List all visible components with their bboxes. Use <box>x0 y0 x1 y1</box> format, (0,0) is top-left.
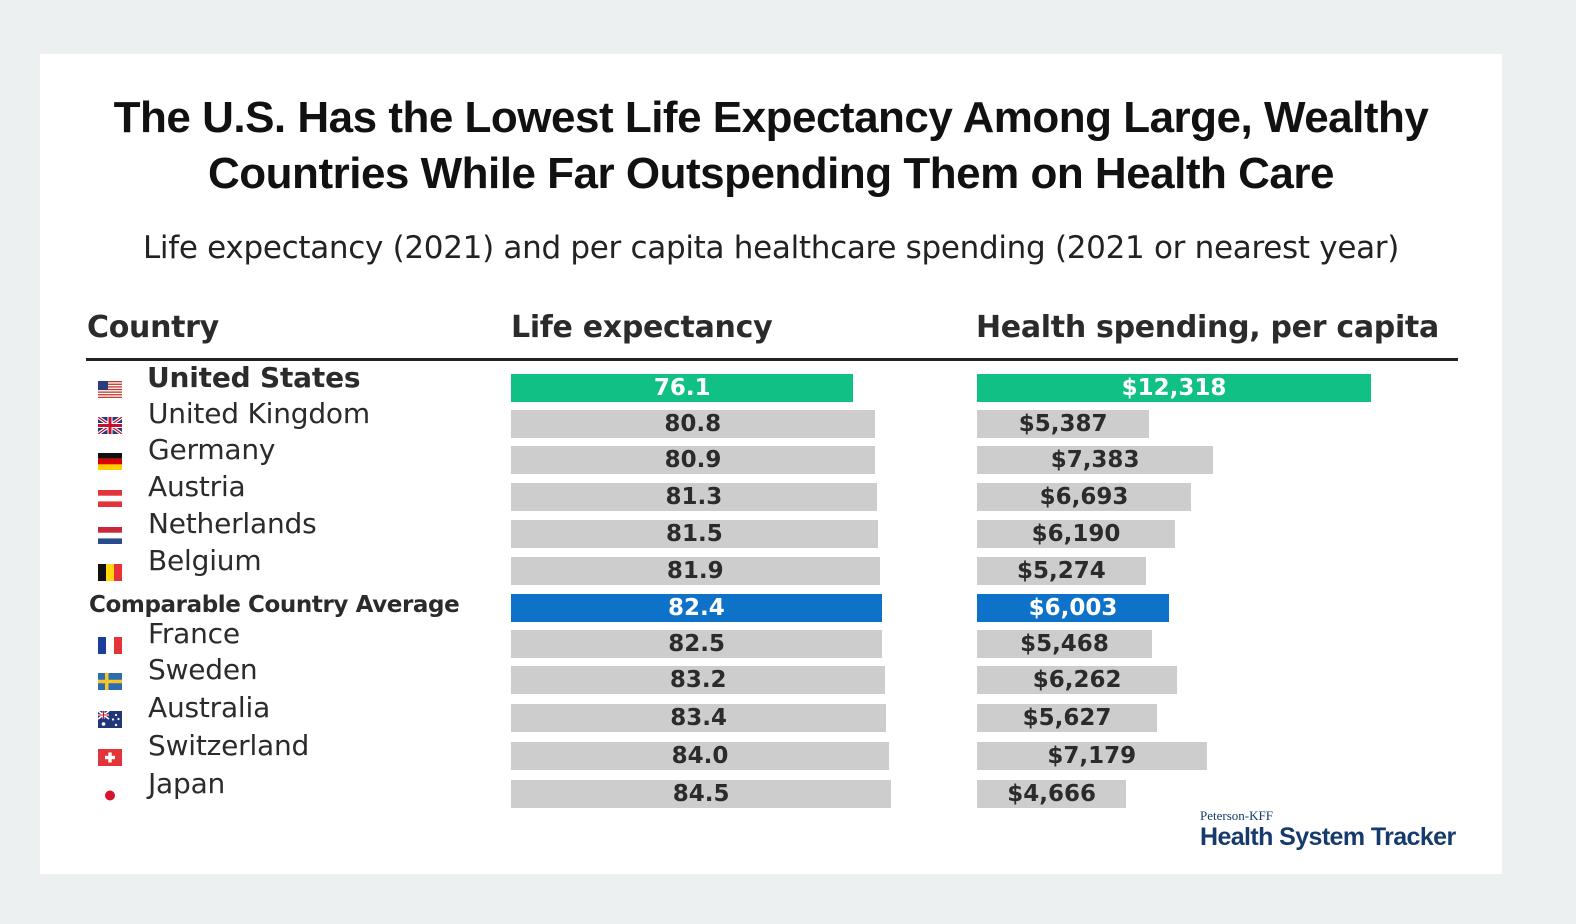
health-spending-value-label: $4,666 <box>1007 781 1096 807</box>
health-spending-value-label: $6,190 <box>1031 521 1121 547</box>
life-expectancy-bar <box>511 594 882 622</box>
health-spending-value-label: $6,262 <box>1032 667 1122 693</box>
life-expectancy-value-label: 82.5 <box>668 631 725 657</box>
life-expectancy-bar <box>511 446 876 474</box>
life-expectancy-value-label: 84.5 <box>672 781 730 807</box>
life-expectancy-bar <box>511 410 875 438</box>
country-label-austria: Austria <box>148 470 246 503</box>
flag-at-icon <box>98 490 122 507</box>
health-spending-value-label: $6,693 <box>1039 484 1129 510</box>
life-expectancy-value-label: 81.3 <box>665 484 723 510</box>
health-spending-bar <box>977 594 1169 622</box>
life-expectancy-bar <box>511 780 892 808</box>
flag-au-icon <box>98 711 122 728</box>
country-label-belgium: Belgium <box>148 544 262 577</box>
life-expectancy-value-label: 84.0 <box>671 743 729 769</box>
chart-title-line-1: The U.S. Has the Lowest Life Expectancy … <box>113 93 1429 142</box>
country-column-header: Country <box>87 310 219 345</box>
health-spending-value-label: $5,468 <box>1020 631 1109 657</box>
health-spending-bar <box>977 704 1157 732</box>
peterson-kff-logo: Peterson-KFF Health System Tracker <box>1200 808 1456 852</box>
country-label-japan: Japan <box>148 767 226 800</box>
health-spending-bar <box>977 780 1127 808</box>
health-spending-bar <box>977 520 1175 548</box>
chart-title-line-2: Countries While Far Outspending Them on … <box>208 149 1334 198</box>
flag-de-icon <box>98 453 122 470</box>
life-expectancy-value-label: 81.5 <box>666 521 723 547</box>
country-label-comparable-country-average: Comparable Country Average <box>89 592 460 618</box>
logo-small-text: Peterson-KFF <box>1200 808 1273 823</box>
country-label-france: France <box>148 617 240 650</box>
health-spending-value-label: $5,274 <box>1016 558 1106 584</box>
life-expectancy-bar <box>511 483 877 511</box>
health-spending-bar <box>977 742 1207 770</box>
flag-se-icon <box>98 673 122 690</box>
health-spending-value-label: $6,003 <box>1028 595 1118 621</box>
chart-rows: United States 76.1 $12,318 United Kingdom 80… <box>40 54 1502 874</box>
health-spending-bar <box>977 630 1152 658</box>
life-expectancy-value-label: 82.4 <box>668 595 725 621</box>
life-expectancy-bar <box>511 557 880 585</box>
country-label-netherlands: Netherlands <box>148 507 317 540</box>
health-spending-value-label: $12,318 <box>1121 375 1227 401</box>
life-expectancy-value-label: 81.9 <box>666 558 724 584</box>
life-expectancy-value-label: 83.4 <box>670 705 728 731</box>
life-expectancy-bar <box>511 666 886 694</box>
health-spending-value-label: $5,627 <box>1022 705 1112 731</box>
life-expectancy-value-label: 80.8 <box>664 411 722 437</box>
flag-fr-icon <box>98 637 122 654</box>
flag-us-icon <box>98 381 122 398</box>
chart-title: The U.S. Has the Lowest Life Expectancy … <box>40 90 1502 202</box>
country-label-switzerland: Switzerland <box>148 729 310 762</box>
flag-uk-icon <box>98 417 122 434</box>
country-label-australia: Australia <box>148 691 271 724</box>
flag-jp-icon <box>98 787 122 804</box>
flag-be-icon <box>98 564 122 581</box>
health-spending-bar <box>977 410 1150 438</box>
health-spending-bar <box>977 446 1214 474</box>
life-expectancy-bar <box>511 520 878 548</box>
health-spending-bar <box>977 374 1371 402</box>
flag-nl-icon <box>98 527 122 544</box>
flag-ch-icon <box>98 749 122 766</box>
life-expectancy-value-label: 83.2 <box>669 667 727 693</box>
life-expectancy-bar <box>511 742 889 770</box>
life-expectancy-bar <box>511 704 887 732</box>
country-label-germany: Germany <box>148 433 276 466</box>
health-spending-value-label: $7,179 <box>1047 743 1137 769</box>
life-expectancy-bar <box>511 630 883 658</box>
chart-subtitle: Life expectancy (2021) and per capita he… <box>142 230 1400 266</box>
life-expectancy-value-label: 76.1 <box>653 375 711 401</box>
country-label-sweden: Sweden <box>148 653 258 686</box>
health-spending-bar <box>977 557 1146 585</box>
header-divider <box>86 358 1458 361</box>
health-spending-column-header: Health spending, per capita <box>976 310 1439 345</box>
chart-card: The U.S. Has the Lowest Life Expectancy … <box>40 54 1502 874</box>
country-label-united-kingdom: United Kingdom <box>148 397 370 430</box>
health-spending-value-label: $7,383 <box>1050 447 1140 473</box>
health-spending-bar <box>977 483 1192 511</box>
life-expectancy-bar <box>511 374 854 402</box>
country-label-united-states: United States <box>147 361 361 394</box>
life-expectancy-value-label: 80.9 <box>664 447 722 473</box>
life-expectancy-column-header: Life expectancy <box>511 310 773 345</box>
logo-big-text: Health System Tracker <box>1200 823 1456 851</box>
health-spending-bar <box>977 666 1178 694</box>
health-spending-value-label: $5,387 <box>1018 411 1108 437</box>
